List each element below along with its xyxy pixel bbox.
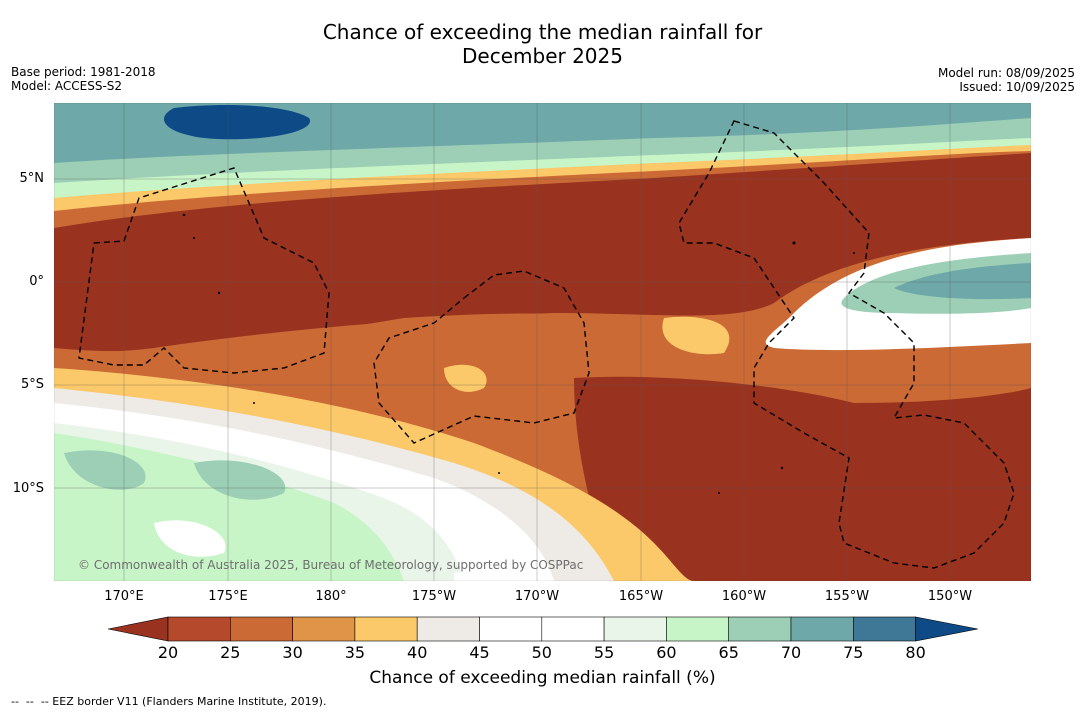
colorbar-segment	[354, 616, 418, 642]
north-deep-blue	[164, 105, 311, 140]
model-run-date: Model run: 08/09/2025	[937, 66, 1075, 80]
colorbar-tick-label: 65	[718, 643, 739, 662]
colorbar-segment	[666, 616, 730, 642]
lat-label-5n: 5°N	[19, 171, 45, 186]
colorbar-segment	[416, 616, 480, 642]
lon-label: 170°E	[104, 589, 144, 604]
colorbar-tick-label: 55	[593, 643, 615, 662]
colorbar-tick-label: 75	[843, 643, 864, 662]
colorbar-tick-label: 50	[531, 643, 552, 662]
colorbar-tick-label: 80	[905, 643, 926, 662]
colorbar-segment	[230, 616, 293, 642]
lon-label: 180°	[315, 589, 347, 604]
eez-footnote: -- -- -- EEZ border V11 (Flanders Marine…	[11, 695, 327, 708]
copyright-notice: © Commonwealth of Australia 2025, Bureau…	[78, 558, 584, 572]
colorbar-label: Chance of exceeding median rainfall (%)	[369, 668, 716, 688]
map-title: Chance of exceeding the median rainfall …	[0, 20, 1085, 68]
lon-label: 175°W	[411, 589, 457, 604]
lat-label-0: 0°	[29, 274, 44, 289]
colorbar-segment	[479, 616, 543, 642]
eez-kiribati-gilbert	[78, 167, 330, 374]
base-period: Base period: 1981-2018	[11, 65, 156, 79]
colorbar-segment	[541, 616, 605, 642]
colorbar-segment	[292, 616, 356, 642]
lat-label-5s: 5°S	[20, 377, 44, 392]
colorbar-segment	[728, 616, 792, 642]
colorbar-tick-label: 25	[220, 643, 241, 662]
title-line-2: December 2025	[462, 44, 623, 68]
lat-label-10s: 10°S	[12, 481, 44, 496]
colorbar-tick-label: 60	[656, 643, 677, 662]
lon-label: 155°W	[824, 589, 870, 604]
colorbar-extend-high	[915, 616, 978, 642]
lon-label: 170°W	[514, 589, 560, 604]
rainfall-map	[54, 103, 1031, 581]
eez-kiribati-line	[678, 120, 1015, 569]
colorbar	[108, 616, 978, 642]
colorbar-segment	[167, 616, 231, 642]
colorbar-segment	[603, 616, 667, 642]
lon-label: 160°W	[721, 589, 767, 604]
model-name: Model: ACCESS-S2	[11, 79, 123, 93]
eez-kiribati-phoenix	[373, 270, 590, 444]
issued-date: Issued: 10/09/2025	[959, 80, 1075, 94]
lon-label: 150°W	[927, 589, 973, 604]
base-info: Base period: 1981-2018 Model: ACCESS-S2	[11, 65, 156, 93]
colorbar-tick-label: 45	[469, 643, 490, 662]
colorbar-tick-label: 35	[344, 643, 366, 662]
colorbar-segment	[852, 616, 916, 642]
colorbar-tick-label: 70	[780, 643, 802, 662]
title-line-1: Chance of exceeding the median rainfall …	[322, 20, 763, 44]
dry-band-core	[54, 153, 1031, 352]
colorbar-extend-low	[108, 616, 169, 642]
colorbar-tick-label: 40	[407, 643, 428, 662]
eez-borders	[78, 120, 1015, 569]
colorbar-tick-label: 20	[157, 643, 179, 662]
south-dry-core	[574, 376, 1031, 581]
lon-label: 165°W	[618, 589, 664, 604]
lon-label: 175°E	[208, 589, 248, 604]
colorbar-segment	[790, 616, 854, 642]
run-info: Model run: 08/09/2025 Issued: 10/09/2025	[938, 66, 1075, 94]
colorbar-tick-label: 30	[282, 643, 303, 662]
